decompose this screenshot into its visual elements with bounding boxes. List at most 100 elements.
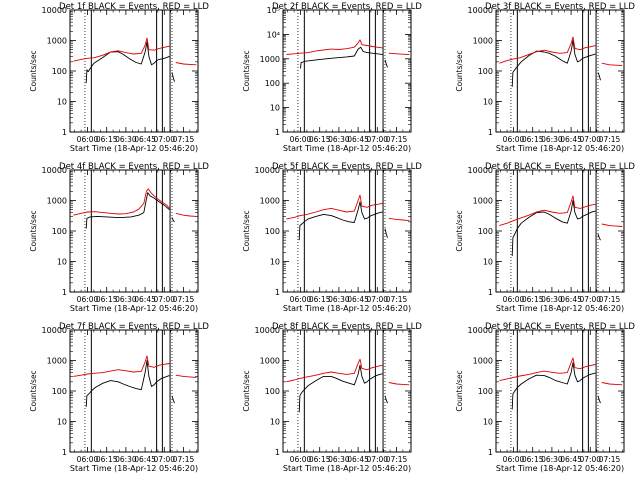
series-lld [73,355,170,377]
x-tick-label: 06:15 [96,135,118,144]
y-tick-label: 1 [275,128,280,137]
x-tick-label: 07:15 [173,135,195,144]
x-tick-label: 06:15 [309,135,331,144]
series-events [298,201,383,241]
y-tick-label: 1000 [47,37,67,46]
series-lld [286,358,383,383]
y-tick-label: 10 [483,98,493,107]
series-events [85,192,170,229]
y-tick-label: 100 [265,387,280,396]
y-tick-label: 10 [270,104,280,113]
x-tick-label: 06:15 [96,295,118,304]
chart-title: Det 3f BLACK = Events, RED = LLD [485,2,635,12]
x-axis-label: Start Time (18-Apr-12 05:46:20) [283,304,411,313]
y-tick-label: 10 [483,418,493,427]
series-lld [601,62,623,67]
y-tick-label: 10 [270,418,280,427]
y-axis-label: Counts/sec [242,370,251,411]
y-tick-label: 1000 [260,55,280,64]
x-tick-label: 06:30 [541,455,563,464]
y-tick-label: 1 [488,288,493,297]
x-tick-label: 06:30 [328,295,350,304]
x-tick-label: 07:15 [386,455,408,464]
plot-frame [282,9,412,133]
x-tick-label: 06:00 [290,135,312,144]
chart-series-group [73,37,197,84]
y-tick-label: 10 [57,98,67,107]
detector-chart-9: 1 10 100 1000 10000 06:0006:1506:3006:4507:00… [455,322,635,473]
x-tick-label: 07:15 [386,135,408,144]
x-axis-label: Start Time (18-Apr-12 05:46:20) [283,144,411,153]
x-tick-label: 07:00 [579,455,601,464]
x-tick-label: 06:45 [347,135,369,144]
y-tick-label: 10000 [42,6,67,15]
y-tick-label: 1 [488,128,493,137]
x-axis-label: Start Time (18-Apr-12 05:46:20) [70,144,198,153]
x-tick-label: 07:15 [173,455,195,464]
chart-series-group [73,188,197,229]
chart-title: Det 9f BLACK = Events, RED = LLD [485,322,635,332]
series-events [85,360,170,407]
x-tick-label: 07:00 [153,455,175,464]
chart-series-group [499,357,623,410]
y-axis-label: Counts/sec [455,50,464,91]
x-tick-label: 06:45 [347,455,369,464]
chart-series-group [286,39,410,69]
chart-title: Det 1f BLACK = Events, RED = LLD [59,2,209,12]
y-tick-label: 1 [62,288,67,297]
x-tick-label: 07:00 [366,135,388,144]
x-tick-label: 06:15 [522,295,544,304]
y-tick-label: 1000 [473,197,493,206]
series-events [511,40,596,87]
series-events [171,217,175,223]
plot-frame [69,169,199,293]
x-tick-label: 06:00 [77,295,99,304]
series-events [597,395,601,404]
plot-frame [69,329,199,453]
x-tick-label: 06:00 [290,295,312,304]
y-tick-label: 10000 [255,166,280,175]
y-tick-label: 100 [265,227,280,236]
y-axis-label: Counts/sec [242,50,251,91]
y-tick-label: 1 [488,448,493,457]
y-tick-label: 1 [62,448,67,457]
series-lld [499,357,596,382]
x-tick-label: 06:15 [522,135,544,144]
x-tick-label: 06:30 [115,295,137,304]
series-lld [499,36,596,64]
y-tick-label: 1000 [473,37,493,46]
series-lld [73,188,170,216]
series-events [298,364,383,413]
x-tick-label: 06:30 [541,135,563,144]
x-tick-label: 06:45 [560,455,582,464]
chart-title: Det 6f BLACK = Events, RED = LLD [485,162,635,172]
plot-frame [495,329,625,453]
x-tick-label: 07:15 [386,295,408,304]
series-events [85,41,170,84]
y-tick-label: 1000 [47,197,67,206]
series-events [171,72,175,82]
y-tick-label: 1 [275,448,280,457]
detector-chart-3: 1 10 100 1000 10000 06:0006:1506:3006:4507:00… [455,2,635,153]
series-lld [286,194,383,220]
y-tick-label: 10000 [255,326,280,335]
series-events [597,233,601,241]
detector-chart-6: 1 10 100 1000 10000 06:0006:1506:3006:4507:00… [455,162,635,313]
y-axis-label: Counts/sec [455,210,464,251]
y-tick-label: 10000 [468,6,493,15]
x-tick-label: 06:45 [134,295,156,304]
x-tick-label: 06:15 [522,455,544,464]
detector-chart-7: 1 10 100 1000 10000 06:0006:1506:3006:4507:00… [29,322,209,473]
x-tick-label: 06:15 [309,295,331,304]
series-lld [499,195,596,227]
x-tick-label: 06:00 [77,135,99,144]
plot-frame [495,169,625,293]
x-axis-label: Start Time (18-Apr-12 05:46:20) [496,304,624,313]
series-lld [388,52,410,55]
y-tick-label: 100 [52,387,67,396]
series-events [300,46,383,69]
plot-frame [495,9,625,133]
x-axis-label: Start Time (18-Apr-12 05:46:20) [283,464,411,473]
plot-frame [282,329,412,453]
